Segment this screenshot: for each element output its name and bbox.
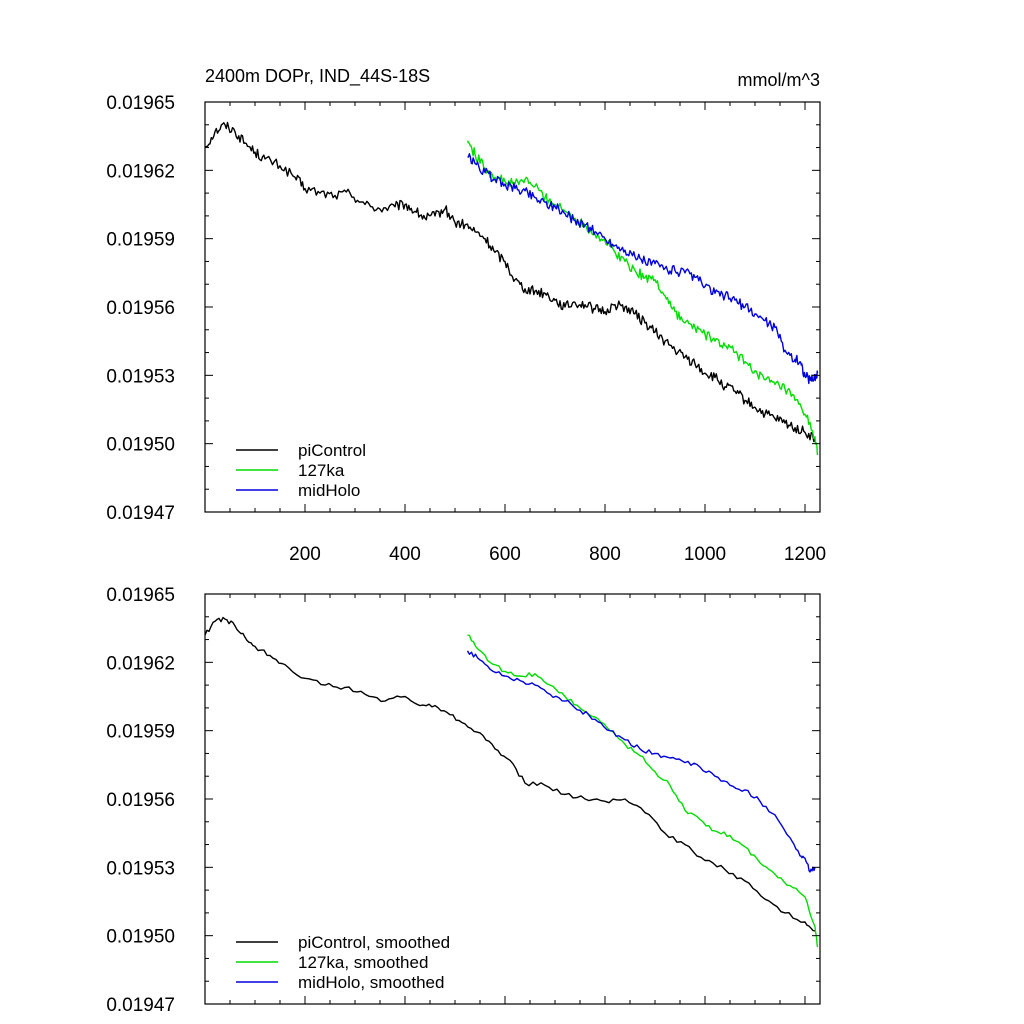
legend-label: piControl [298, 441, 366, 460]
legend-label: midHolo, smoothed [298, 973, 444, 992]
x-tick-label: 1200 [784, 544, 826, 565]
y-tick-label: 0.01959 [106, 722, 175, 743]
units-label: mmol/m^3 [738, 70, 820, 90]
y-tick-label: 0.01947 [106, 503, 175, 524]
legend-label: 127ka [298, 461, 345, 480]
legend-label: 127ka, smoothed [298, 953, 428, 972]
y-tick-label: 0.01965 [106, 93, 175, 114]
top-series-layer [204, 121, 819, 456]
bottom-ticks-layer: 0.01947 0.01950 0.01953 0.01956 0.01959 0.019… [106, 585, 820, 1016]
legend-label: piControl, smoothed [298, 933, 450, 952]
series-line-midholo [467, 153, 819, 385]
y-tick-label: 0.01950 [106, 435, 175, 456]
x-tick-label: 1000 [684, 544, 726, 565]
bottom-panel: 0.01947 0.01950 0.01953 0.01956 0.01959 0.019… [106, 585, 821, 1016]
top-panel: 2400m DOPr, IND_44S-18S mmol/m^3 0.01947… [106, 66, 826, 565]
series-line-picontrol [204, 121, 816, 443]
bottom-plot-frame [204, 593, 821, 1005]
y-tick-label: 0.01947 [106, 995, 175, 1016]
chart-title: 2400m DOPr, IND_44S-18S [205, 66, 430, 87]
top-plot-frame [204, 101, 821, 513]
y-tick-label: 0.01959 [106, 230, 175, 251]
y-tick-label: 0.01956 [106, 298, 175, 319]
series-line-127ka-smoothed [467, 634, 819, 948]
y-tick-label: 0.01950 [106, 927, 175, 948]
legend-label: midHolo [298, 481, 360, 500]
x-tick-label: 800 [589, 544, 621, 565]
y-tick-label: 0.01965 [106, 585, 175, 606]
x-tick-label: 200 [289, 544, 321, 565]
series-line-midholo-smoothed [466, 650, 816, 873]
y-tick-label: 0.01953 [106, 366, 175, 387]
y-tick-label: 0.01962 [106, 161, 175, 182]
x-tick-label: 400 [389, 544, 421, 565]
bottom-series-layer [204, 616, 819, 948]
y-tick-label: 0.01956 [106, 790, 175, 811]
series-line-picontrol-smoothed [204, 616, 816, 932]
y-tick-label: 0.01953 [106, 858, 175, 879]
series-line-127ka [466, 140, 819, 456]
x-tick-label: 600 [489, 544, 521, 565]
y-tick-label: 0.01962 [106, 653, 175, 674]
top-ticks-layer: 0.01947 0.01950 0.01953 0.01956 0.01959 0.019… [106, 93, 826, 565]
